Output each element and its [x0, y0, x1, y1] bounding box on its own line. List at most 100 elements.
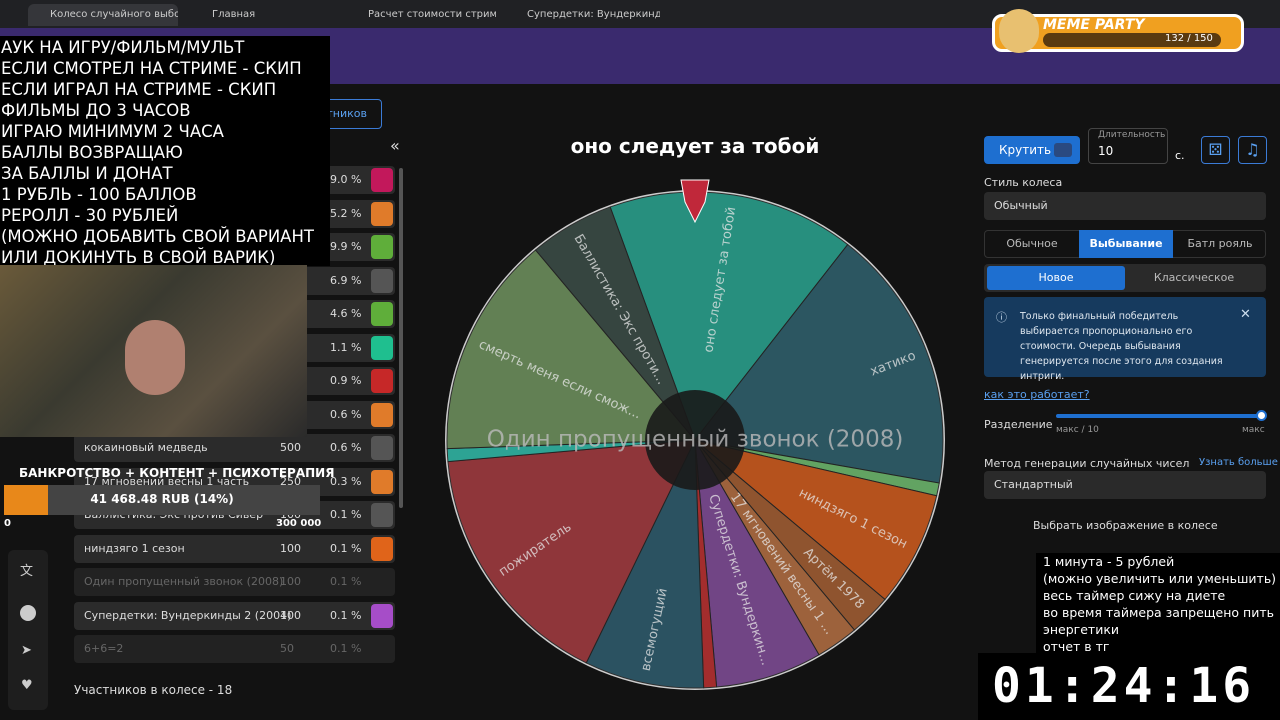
translate-icon[interactable]: 文 — [20, 564, 34, 579]
lot-percent: 0.1 % — [330, 642, 362, 655]
delete-button[interactable] — [371, 436, 393, 460]
wheel-slice — [446, 249, 697, 450]
rule-line: 1 РУБЛЬ - 100 БАЛЛОВ — [1, 185, 197, 204]
dice-button[interactable]: ⚄ — [1201, 136, 1230, 164]
goal-min: 0 — [4, 518, 11, 529]
lot-percent: 1.1 % — [330, 340, 362, 354]
lot-percent: 0.9 % — [330, 374, 362, 387]
hotkey — [1054, 143, 1072, 157]
how-link[interactable]: как это работает? — [984, 388, 1090, 401]
mode-tab[interactable]: Выбывание — [1079, 230, 1173, 258]
timer-rule: во время таймера запрещено пить — [1043, 605, 1274, 620]
rng-select[interactable]: Стандартный — [984, 471, 1266, 499]
delete-button[interactable] — [371, 201, 393, 226]
lot-percent: 0.1 % — [330, 608, 362, 622]
delete-button[interactable] — [371, 369, 393, 393]
streamer — [125, 320, 185, 395]
winner-label: Один пропущенный звонок (2008) — [487, 427, 904, 453]
split-slider[interactable] — [1056, 414, 1262, 418]
rule-line: ЕСЛИ ИГРАЛ НА СТРИМЕ - СКИП — [1, 80, 277, 99]
timer-rule: 1 минута - 5 рублей — [1043, 554, 1175, 569]
timer-rule: энергетики — [1043, 622, 1119, 637]
delete-button[interactable] — [371, 503, 393, 527]
style-label: Стиль колеса — [984, 176, 1063, 189]
lot-name: Один пропущенный звонок (2008) — [84, 575, 284, 588]
lot-percent: 0.1 % — [330, 508, 362, 521]
browser-tab[interactable]: Супердетки: Вундеркинды 2 (2 — [527, 9, 660, 20]
timer-rule: отчет в тг — [1043, 639, 1110, 654]
close-info[interactable]: ✕ — [1240, 307, 1251, 322]
mode-tab[interactable]: Батл рояль — [1187, 237, 1253, 250]
telegram-icon[interactable]: ➤ — [21, 643, 32, 658]
image-select[interactable]: Выбрать изображение в колесе — [1033, 519, 1218, 532]
mode-tab[interactable]: Обычное — [1006, 237, 1058, 250]
rule-line: (МОЖНО ДОБАВИТЬ СВОЙ ВАРИАНТ — [1, 227, 314, 246]
lot-percent: 0.3 % — [330, 474, 362, 488]
slider-thumb[interactable] — [1256, 410, 1267, 421]
lot-name: кокаиновый медведь — [84, 441, 208, 454]
lot-percent: 6.9 % — [330, 273, 362, 287]
rule-line: БАЛЛЫ ВОЗВРАЩАЮ — [1, 143, 183, 162]
timer-rule: весь таймер сижу на диете — [1043, 588, 1226, 603]
lot-percent: 0.1 % — [330, 541, 362, 555]
goal-bar — [4, 485, 320, 515]
delete-button[interactable] — [371, 335, 393, 360]
delete-button[interactable] — [371, 302, 393, 326]
delete-button[interactable] — [371, 235, 393, 259]
lot-name: ниндзяго 1 сезон — [84, 541, 185, 555]
delete-button[interactable] — [371, 402, 393, 427]
collapse-button[interactable]: « — [390, 136, 400, 155]
wheel-center — [645, 390, 745, 490]
lot-amount: 50 — [280, 642, 294, 655]
lot-name: Супердетки: Вундеркинды 2 (2004) — [84, 608, 292, 622]
rng-link[interactable]: Узнать больше — [1199, 457, 1278, 468]
lot-percent: 4.6 % — [330, 307, 362, 320]
rule-line: АУК НА ИГРУ/ФИЛЬМ/МУЛЬТ — [1, 38, 245, 57]
delete-button[interactable] — [371, 603, 393, 628]
lot-percent: 9.9 % — [330, 240, 362, 253]
delete-button[interactable] — [371, 168, 393, 192]
submode-tab[interactable]: Новое — [987, 266, 1125, 290]
icon-bar: 文 ➤ ♥ — [8, 550, 48, 710]
meme-party: MEME PARTY 132 / 150 — [992, 9, 1244, 53]
lot-name: 17 мгновений весны 1 часть — [84, 474, 250, 488]
wheel-slice — [447, 439, 696, 664]
browser-tab[interactable]: Колесо случайного выбора – — [28, 4, 178, 26]
delete-button[interactable] — [371, 469, 393, 494]
scrollbar — [399, 168, 403, 508]
browser-tab[interactable]: Расчет стоимости стрима — [368, 9, 496, 20]
lot-percent: 0.6 % — [330, 441, 362, 454]
meme-title: MEME PARTY — [1043, 17, 1145, 33]
wheel-slice — [585, 439, 705, 689]
goal-amount: 41 468.48 RUB (14%) — [90, 492, 234, 506]
style-select[interactable]: Обычный — [984, 192, 1266, 220]
music-button[interactable]: ♫ — [1238, 136, 1267, 164]
doge — [999, 9, 1039, 53]
lot-row: ниндзяго 1 сезон 100 0.1 % — [74, 534, 395, 563]
wheel-slice — [694, 439, 938, 601]
mode-tabs: Обычное Выбывание Батл рояль — [984, 230, 1266, 258]
submode-tabs: Новое Классическое — [984, 264, 1266, 292]
delete-button[interactable] — [371, 536, 393, 561]
split-min: макс / 10 — [1056, 425, 1099, 435]
lot-row: кокаиновый медведь 500 0.6 % — [74, 434, 395, 462]
browser-tab[interactable]: Главная — [212, 9, 256, 20]
submode-tab[interactable]: Классическое — [1153, 271, 1235, 284]
github-icon[interactable] — [20, 605, 36, 621]
wheel-slice — [534, 206, 696, 441]
donate-icon[interactable]: ♥ — [21, 678, 33, 693]
rule-line: ЕСЛИ СМОТРЕЛ НА СТРИМЕ - СКИП — [1, 59, 302, 78]
lot-row: Супердетки: Вундеркинды 2 (2004) 100 0.1 % — [74, 601, 395, 630]
rule-line: РЕРОЛЛ - 30 РУБЛЕЙ — [1, 206, 179, 225]
split-max: макс — [1242, 425, 1265, 435]
goal-title: БАНКРОТСТВО + КОНТЕНТ + ПСИХОТЕРАПИЯ — [19, 466, 335, 480]
delete-button[interactable] — [371, 268, 393, 293]
duration-field[interactable]: Длительность 10 — [1088, 128, 1168, 164]
webcam — [0, 265, 307, 437]
split-label: Разделение — [984, 418, 1053, 431]
spin-button[interactable]: Крутить — [984, 136, 1080, 164]
lot-row: 6+6=2 50 0.1 % — [74, 635, 395, 663]
lot-amount: 100 — [280, 608, 301, 622]
wheel-slice — [694, 243, 944, 484]
